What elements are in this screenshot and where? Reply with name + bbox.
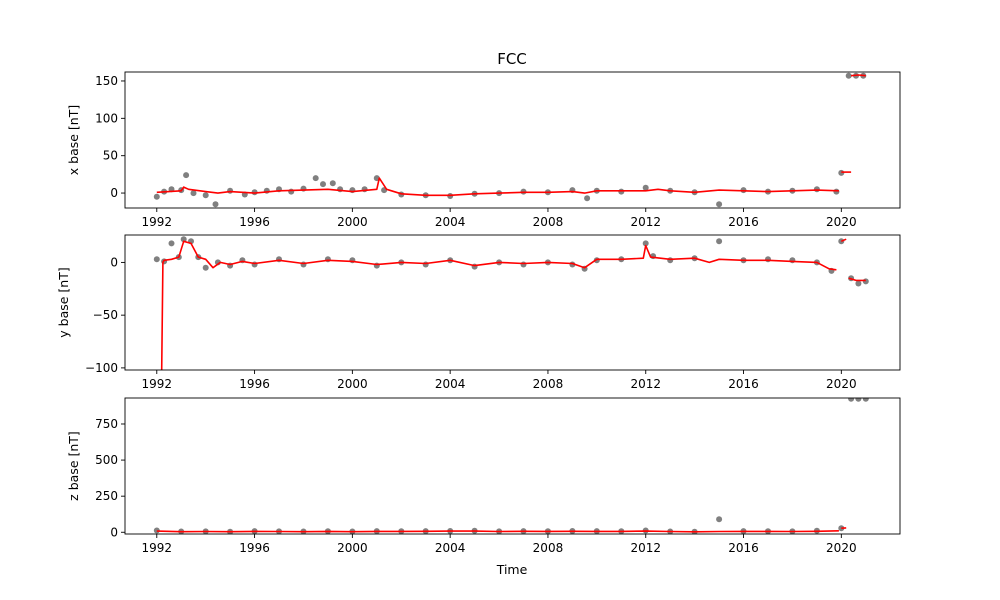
- x-tick-label: 2004: [435, 377, 466, 391]
- data-point: [202, 264, 209, 271]
- chart-title: FCC: [497, 50, 527, 68]
- x-tick-label: 2000: [337, 215, 368, 229]
- fit-line: [851, 74, 866, 77]
- x-tick-label: 2004: [435, 541, 466, 555]
- data-point: [312, 175, 319, 182]
- data-point: [190, 190, 197, 197]
- data-point: [329, 180, 336, 187]
- panel-x-base: 0 50 100 150 1992 1996 2000 2004 2008 2012 2016 202…: [66, 71, 901, 229]
- data-point: [520, 261, 527, 268]
- x-tick-label: 2012: [630, 215, 661, 229]
- fit-line: [160, 240, 837, 370]
- data-point: [833, 188, 840, 195]
- data-point: [153, 256, 160, 263]
- data-point: [584, 195, 591, 202]
- panel-z-base: 0 250 500 750 1992 1996 2000 2004 2008 2012 2016 20…: [66, 397, 901, 555]
- fit-line: [156, 177, 839, 197]
- fit-line: [840, 238, 847, 243]
- y-tick-label: 500: [95, 453, 118, 467]
- plot-frame: [124, 397, 901, 535]
- x-tick-label: 2016: [728, 215, 759, 229]
- x-tick-label: 2012: [630, 377, 661, 391]
- fit-line: [156, 530, 839, 533]
- data-point: [324, 256, 331, 263]
- data-point: [202, 192, 209, 199]
- data-point: [667, 257, 674, 264]
- data-point: [848, 398, 855, 402]
- x-tick-label: 1992: [142, 377, 173, 391]
- data-point: [716, 238, 723, 245]
- plot-frame: [124, 234, 901, 371]
- data-point: [862, 278, 869, 285]
- x-tick-label: 2008: [533, 215, 564, 229]
- y-tick-label: −100: [85, 361, 118, 375]
- x-tick-label: 1992: [142, 215, 173, 229]
- panel-data: [153, 236, 869, 370]
- x-tick-label: 1996: [239, 215, 270, 229]
- x-tick-label: 2004: [435, 215, 466, 229]
- data-point: [765, 256, 771, 263]
- data-point: [320, 181, 326, 188]
- x-axis-label: Time: [496, 562, 528, 577]
- data-point: [422, 261, 429, 268]
- data-point: [716, 201, 723, 208]
- x-tick-label: 2020: [826, 541, 857, 555]
- y-tick-label: 250: [95, 489, 118, 503]
- data-point: [845, 72, 852, 79]
- x-tick-label: 1996: [239, 377, 270, 391]
- x-tick-label: 2020: [826, 215, 857, 229]
- data-point: [153, 527, 160, 534]
- panel-data: [153, 72, 867, 208]
- x-tick-label: 2000: [337, 541, 368, 555]
- data-point: [212, 201, 219, 208]
- y-axis-label: z base [nT]: [66, 431, 81, 501]
- data-point: [183, 172, 190, 179]
- x-tick-label: 2016: [728, 541, 759, 555]
- data-point: [855, 398, 862, 402]
- x-tick-label: 2008: [533, 377, 564, 391]
- y-axis-label: x base [nT]: [66, 105, 81, 175]
- y-tick-label: 0: [110, 255, 118, 269]
- fit-line: [848, 277, 866, 282]
- data-point: [276, 256, 282, 263]
- data-point: [153, 193, 160, 200]
- data-point: [789, 257, 796, 264]
- y-tick-label: −50: [93, 308, 118, 322]
- plot-frame: [124, 71, 901, 209]
- y-tick-label: 100: [95, 111, 118, 125]
- x-tick-label: 2020: [826, 377, 857, 391]
- data-point: [288, 188, 295, 195]
- data-point: [855, 280, 862, 287]
- x-tick-label: 1992: [142, 541, 173, 555]
- x-tick-label: 2016: [728, 377, 759, 391]
- data-point: [862, 398, 869, 402]
- data-point: [300, 261, 307, 268]
- data-point: [180, 236, 187, 243]
- y-tick-label: 0: [110, 186, 118, 200]
- y-axis-label: y base [nT]: [56, 267, 71, 337]
- data-point: [168, 240, 175, 247]
- x-tick-label: 2000: [337, 377, 368, 391]
- x-tick-label: 2012: [630, 541, 661, 555]
- x-tick-label: 1996: [239, 541, 270, 555]
- y-tick-label: 50: [103, 149, 118, 163]
- panel-y-base: −100 −50 0 1992 1996 2000 2004 2008 2012 2016 2020…: [56, 234, 901, 391]
- data-point: [642, 240, 649, 247]
- panel-data: [153, 398, 869, 534]
- data-point: [642, 184, 649, 191]
- y-tick-label: 0: [110, 525, 118, 539]
- data-point: [716, 516, 723, 523]
- y-tick-label: 150: [95, 74, 118, 88]
- x-tick-label: 2008: [533, 541, 564, 555]
- y-tick-label: 750: [95, 417, 118, 431]
